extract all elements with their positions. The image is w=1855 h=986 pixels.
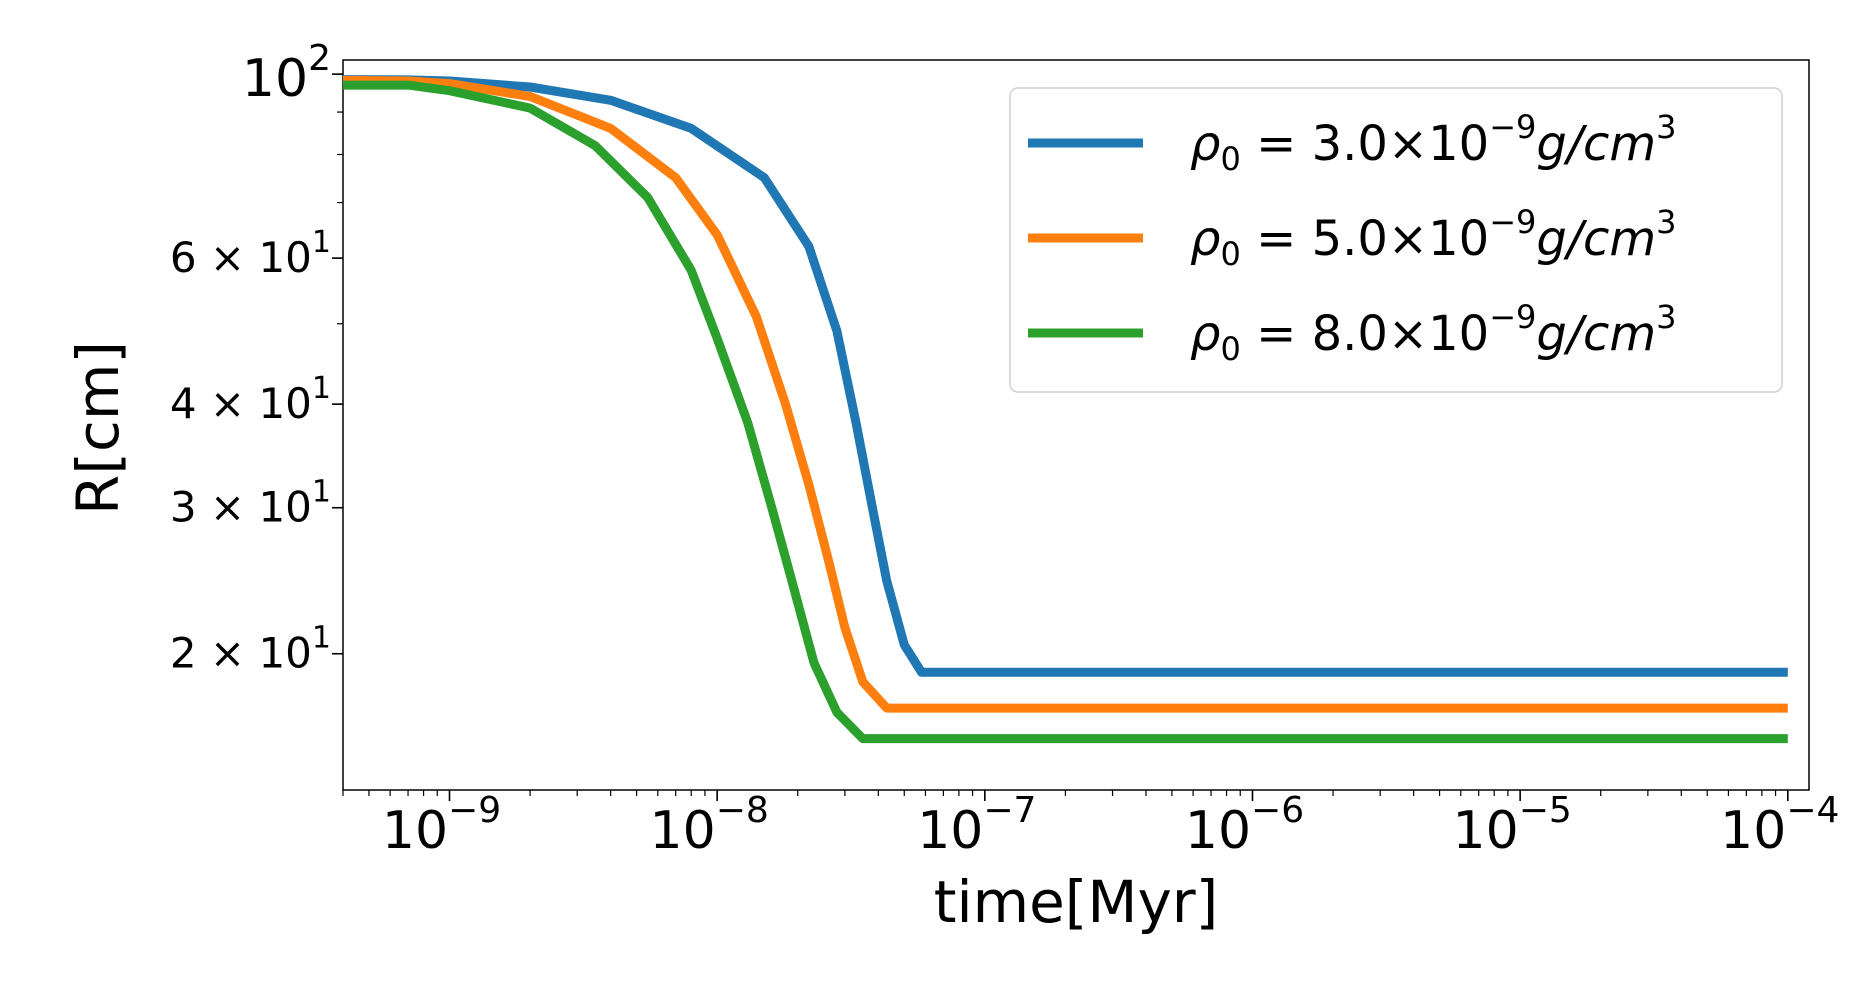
y-tick-label: 4 × 101 [170,371,331,428]
legend-box [1009,87,1783,393]
x-tick-label: 10−4 [1720,790,1839,861]
legend-label-3: ρ0 = 8.0×10−9g/cm3 [1190,298,1677,368]
x-tick-label: 10−9 [382,790,501,861]
x-axis-label: time[Myr] [934,868,1219,936]
series-line-2 [342,75,1788,713]
minor-ticks [337,73,1777,796]
x-tick-label: 10−5 [1453,790,1572,861]
series-line-3 [343,80,1788,744]
y-axis-label: R[cm] [64,341,132,515]
series-lines [342,75,1788,744]
y-tick-label: 2 × 101 [170,621,331,678]
y-tick-label: 3 × 101 [170,475,331,532]
x-tick-label: 10−6 [1185,790,1304,861]
y-tick-label: 6 × 101 [170,225,331,282]
legend-label-1: ρ0 = 3.0×10−9g/cm3 [1190,108,1677,178]
y-tick-label: 102 [242,38,331,109]
y-axis-ticks: 102 6 × 101 4 × 101 3 × 101 2 × 101 [170,38,343,678]
x-tick-label: 10−8 [650,790,769,861]
series-line-1 [342,75,1788,677]
legend-label-2: ρ0 = 5.0×10−9g/cm3 [1190,203,1677,273]
legend: ρ0 = 3.0×10−9g/cm3 ρ0 = 5.0×10−9g/cm3 ρ0 =… [1009,87,1783,393]
x-tick-label: 10−7 [917,790,1036,861]
x-axis-ticks: 10−9 10−8 10−7 10−6 10−5 10−4 [382,790,1839,861]
